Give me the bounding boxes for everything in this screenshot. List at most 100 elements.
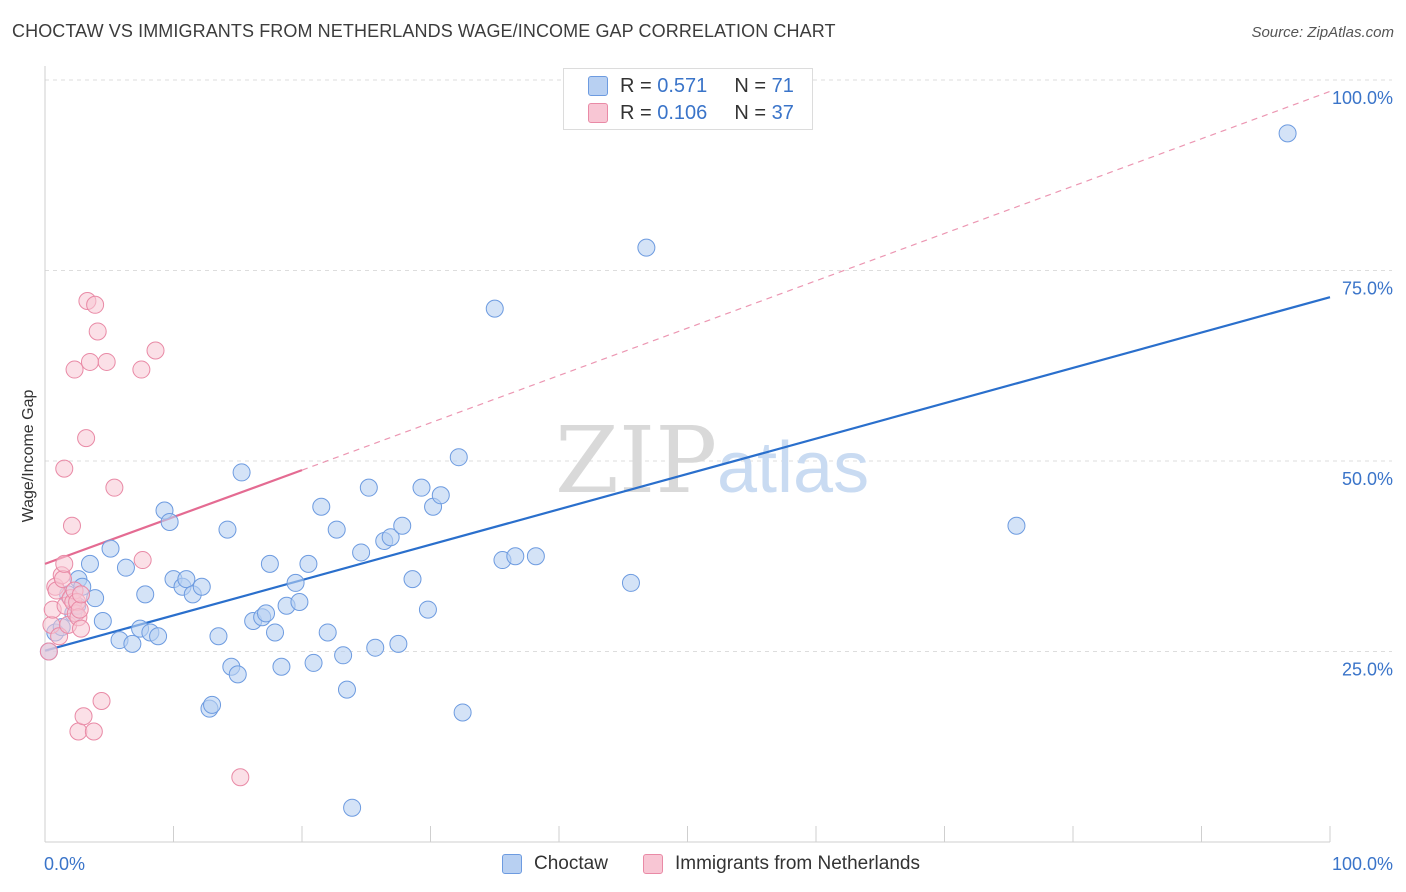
- choctaw-point: [272, 657, 291, 676]
- netherlands-point: [62, 516, 81, 535]
- choctaw-point: [526, 547, 545, 566]
- netherlands-point: [84, 722, 103, 741]
- choctaw-point: [228, 665, 247, 684]
- choctaw-point: [381, 528, 400, 547]
- trend-lines: [44, 90, 1331, 652]
- choctaw-point: [366, 638, 385, 657]
- choctaw-point: [453, 703, 472, 722]
- chart-title: CHOCTAW VS IMMIGRANTS FROM NETHERLANDS W…: [12, 21, 836, 41]
- choctaw-point: [318, 623, 337, 642]
- choctaw-point: [266, 623, 285, 642]
- choctaw-swatch: [588, 76, 608, 96]
- x-tick-labels: 0.0% 100.0%: [44, 854, 1393, 874]
- netherlands-point: [55, 459, 74, 478]
- source-label: Source: ZipAtlas.com: [1251, 24, 1394, 41]
- x-tick-label: 100.0%: [1332, 854, 1393, 874]
- choctaw-point: [337, 680, 356, 699]
- y-tick-label: 25.0%: [1342, 660, 1393, 680]
- choctaw-point: [312, 497, 331, 516]
- netherlands-point: [105, 478, 124, 497]
- legend-row-netherlands: R = 0.106 N = 37: [588, 101, 794, 125]
- axes: [44, 66, 1331, 843]
- choctaw-swatch: [502, 854, 522, 874]
- netherlands-point: [55, 554, 74, 573]
- netherlands-point: [88, 322, 107, 341]
- x-tick-label: 0.0%: [44, 854, 85, 874]
- y-tick-label: 75.0%: [1342, 279, 1393, 299]
- watermark: ZIP atlas: [555, 407, 869, 514]
- choctaw-point: [352, 543, 371, 562]
- choctaw-point: [123, 634, 142, 653]
- choctaw-point: [232, 463, 251, 482]
- n-label: N =: [734, 74, 767, 97]
- legend-label-choctaw: Choctaw: [534, 853, 608, 874]
- watermark-atlas: atlas: [717, 428, 869, 508]
- trend-line-netherlands-extrapolated: [301, 90, 1331, 471]
- y-tick-labels: 25.0% 50.0% 75.0% 100.0%: [1332, 88, 1393, 680]
- netherlands-point: [39, 642, 58, 661]
- choctaw-point: [203, 695, 222, 714]
- choctaw-point: [218, 520, 237, 539]
- r-label: R =: [620, 101, 652, 124]
- n-label: N =: [734, 101, 767, 124]
- choctaw-point: [101, 539, 120, 558]
- y-tick-label: 100.0%: [1332, 88, 1393, 108]
- netherlands-point: [74, 707, 93, 726]
- choctaw-point: [621, 573, 640, 592]
- correlation-legend: R = 0.571 N = 71 R = 0.106 N = 37: [563, 68, 813, 130]
- choctaw-point: [334, 646, 353, 665]
- netherlands-point: [231, 768, 250, 787]
- choctaw-point: [209, 627, 228, 646]
- legend-row-choctaw: R = 0.571 N = 71: [588, 74, 794, 98]
- choctaw-point: [290, 592, 309, 611]
- choctaw-point: [389, 634, 408, 653]
- netherlands-point: [80, 352, 99, 371]
- y-tick-label: 50.0%: [1342, 469, 1393, 489]
- series-netherlands: [39, 291, 250, 787]
- netherlands-point: [92, 692, 111, 711]
- y-axis-label: Wage/Income Gap: [20, 390, 37, 523]
- choctaw-point: [116, 558, 135, 577]
- choctaw-point: [177, 570, 196, 589]
- n-value: 37: [771, 101, 794, 124]
- r-value: 0.106: [657, 101, 708, 124]
- choctaw-point: [1007, 516, 1026, 535]
- choctaw-point: [418, 600, 437, 619]
- netherlands-point: [69, 722, 88, 741]
- choctaw-point: [260, 554, 279, 573]
- choctaw-point: [299, 554, 318, 573]
- choctaw-point: [327, 520, 346, 539]
- netherlands-point: [71, 619, 90, 638]
- r-label: R =: [620, 74, 652, 97]
- netherlands-point: [146, 341, 165, 360]
- choctaw-point: [136, 585, 155, 604]
- choctaw-point: [93, 612, 112, 631]
- choctaw-point: [637, 238, 656, 257]
- choctaw-point: [257, 604, 276, 623]
- choctaw-point: [149, 627, 168, 646]
- netherlands-point: [77, 429, 96, 448]
- choctaw-point: [403, 570, 422, 589]
- choctaw-point: [343, 798, 362, 817]
- legend-label-netherlands: Immigrants from Netherlands: [675, 853, 920, 874]
- netherlands-point: [65, 360, 84, 379]
- choctaw-point: [485, 299, 504, 318]
- legend-item-choctaw: Choctaw: [502, 852, 608, 876]
- n-value: 71: [771, 74, 794, 97]
- choctaw-point: [304, 653, 323, 672]
- netherlands-point: [70, 600, 89, 619]
- netherlands-swatch: [588, 103, 608, 123]
- choctaw-point: [412, 478, 431, 497]
- choctaw-point: [431, 486, 450, 505]
- netherlands-point: [132, 360, 151, 379]
- choctaw-point: [160, 512, 179, 531]
- choctaw-point: [506, 547, 525, 566]
- choctaw-point: [286, 573, 305, 592]
- choctaw-point: [393, 516, 412, 535]
- netherlands-point: [71, 585, 90, 604]
- trend-line-choctaw: [44, 296, 1331, 652]
- netherlands-point: [97, 352, 116, 371]
- grid-lines: [45, 79, 1392, 652]
- netherlands-swatch: [643, 854, 663, 874]
